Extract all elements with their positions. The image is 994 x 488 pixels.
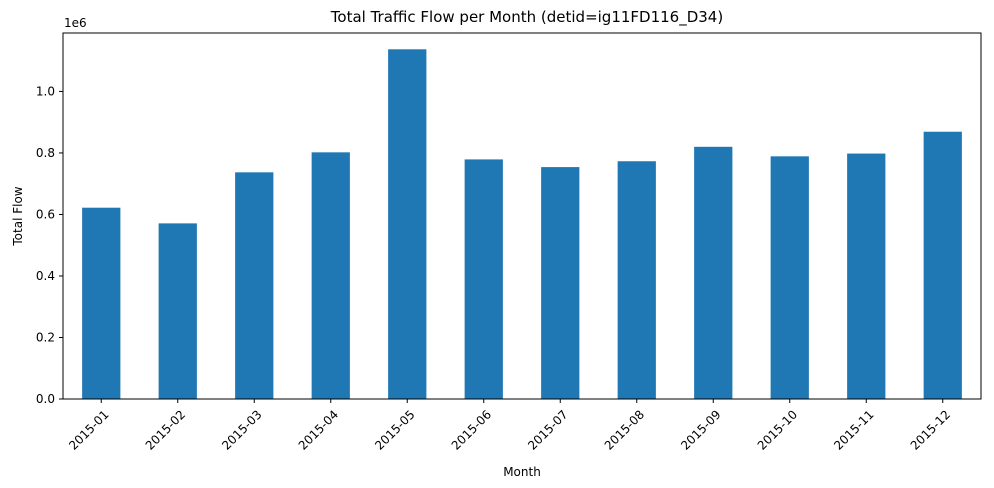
x-tick-label: 2015-02 (143, 407, 188, 452)
y-tick-label: 1.0 (36, 84, 55, 98)
bar-2015-05 (388, 49, 427, 400)
x-tick-label: 2015-01 (66, 407, 111, 452)
x-tick-label: 2015-10 (755, 407, 800, 452)
x-tick-label: 2015-03 (219, 407, 264, 452)
plot-area-frame (62, 32, 982, 400)
x-tick-label: 2015-04 (296, 407, 341, 452)
bar-2015-11 (847, 153, 886, 399)
x-tick-label: 2015-05 (372, 407, 417, 452)
bar-2015-09 (694, 146, 733, 399)
x-tick-label: 2015-08 (602, 407, 647, 452)
chart-title: Total Traffic Flow per Month (detid=ig11… (330, 8, 723, 27)
x-axis-ticks: 2015-01 2015-02 2015-03 2015-04 2015-05 2015-… (66, 399, 953, 453)
bar-2015-10 (770, 156, 809, 399)
y-axis-label: Total Flow (11, 186, 25, 246)
bar-2015-03 (235, 172, 274, 399)
bar-2015-08 (617, 161, 656, 399)
x-tick-label: 2015-06 (449, 407, 494, 452)
y-tick-label: 0.4 (36, 269, 55, 283)
bar-2015-02 (158, 223, 197, 399)
bars-group (82, 49, 962, 400)
bar-2015-06 (464, 159, 503, 399)
x-tick-label: 2015-07 (525, 407, 570, 452)
bar-2015-04 (311, 152, 350, 399)
y-tick-label: 0.6 (36, 207, 55, 221)
bar-2015-07 (541, 167, 580, 399)
y-tick-label: 0.2 (36, 330, 55, 344)
y-tick-label: 0.8 (36, 146, 55, 160)
x-tick-label: 2015-12 (908, 407, 953, 452)
x-tick-label: 2015-09 (678, 407, 723, 452)
bar-2015-01 (82, 207, 121, 399)
y-axis-ticks: 0.0 0.2 0.4 0.6 0.8 1.0 (36, 84, 63, 406)
y-axis-offset-label: 1e6 (64, 16, 87, 30)
x-tick-label: 2015-11 (831, 407, 876, 452)
y-tick-label: 0.0 (36, 392, 55, 406)
x-axis-label: Month (503, 465, 541, 479)
bar-2015-12 (923, 131, 962, 400)
